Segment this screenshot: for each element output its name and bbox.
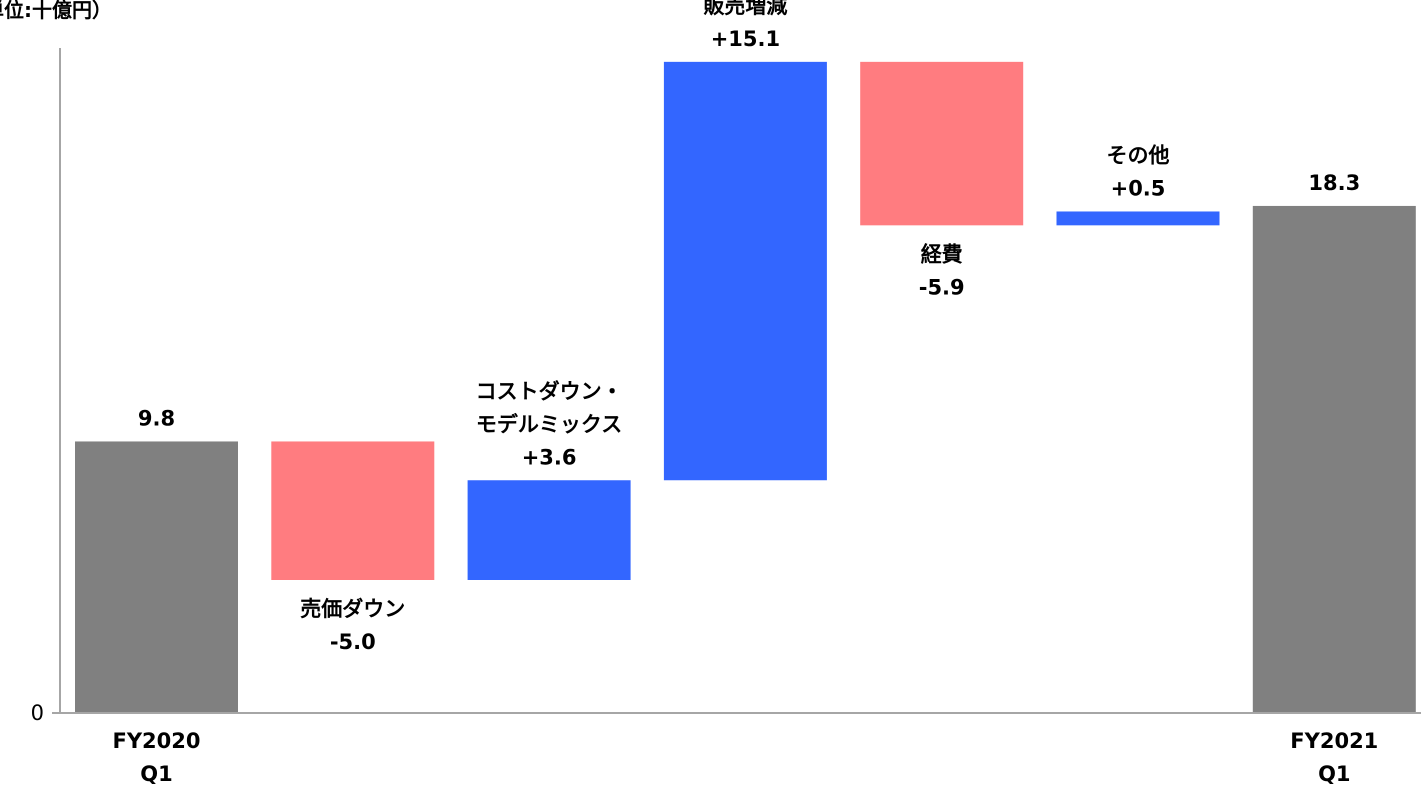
bars-layer (75, 61, 1416, 713)
axis-layer: 0 (31, 48, 1421, 725)
step-2-label-line-0: コストダウン・ (476, 379, 623, 403)
bar-step-2 (467, 480, 631, 580)
bar-step-0 (75, 441, 238, 713)
step-1-label-line-0: 売価ダウン (300, 597, 405, 621)
bar-step-5 (1056, 211, 1220, 226)
bar-step-1 (271, 441, 435, 580)
bar-step-3 (663, 61, 827, 481)
step-6-axis-label-1: Q1 (1318, 762, 1350, 786)
bar-step-4 (860, 61, 1024, 226)
bar-step-6 (1252, 205, 1416, 713)
y-tick-label-0: 0 (31, 701, 44, 725)
step-5-value-label: +0.5 (1111, 176, 1166, 200)
step-6-axis-label-0: FY2021 (1290, 729, 1378, 753)
step-6-value-label: 18.3 (1308, 171, 1360, 195)
step-0-axis-label-0: FY2020 (113, 729, 201, 753)
step-2-value-label: +3.6 (522, 445, 577, 469)
step-5-label-line-0: その他 (1107, 143, 1170, 167)
step-0-value-label: 9.8 (138, 406, 175, 430)
step-1-value-label: -5.0 (330, 630, 376, 654)
step-4-value-label: -5.9 (919, 275, 965, 299)
step-3-label-line-0: 販売増減 (703, 0, 787, 18)
step-2-label-line-1: モデルミックス (476, 412, 622, 436)
step-0-axis-label-1: Q1 (140, 762, 172, 786)
step-4-label-line-0: 経費 (921, 242, 963, 266)
step-3-value-label: +15.1 (711, 27, 780, 51)
unit-label: 単位:十億円） (0, 0, 112, 22)
labels-layer: 9.8 FY2020 Q1 売価ダウン -5.0 コストダウン・モデルミックス +3.6 販売… (113, 0, 1379, 786)
